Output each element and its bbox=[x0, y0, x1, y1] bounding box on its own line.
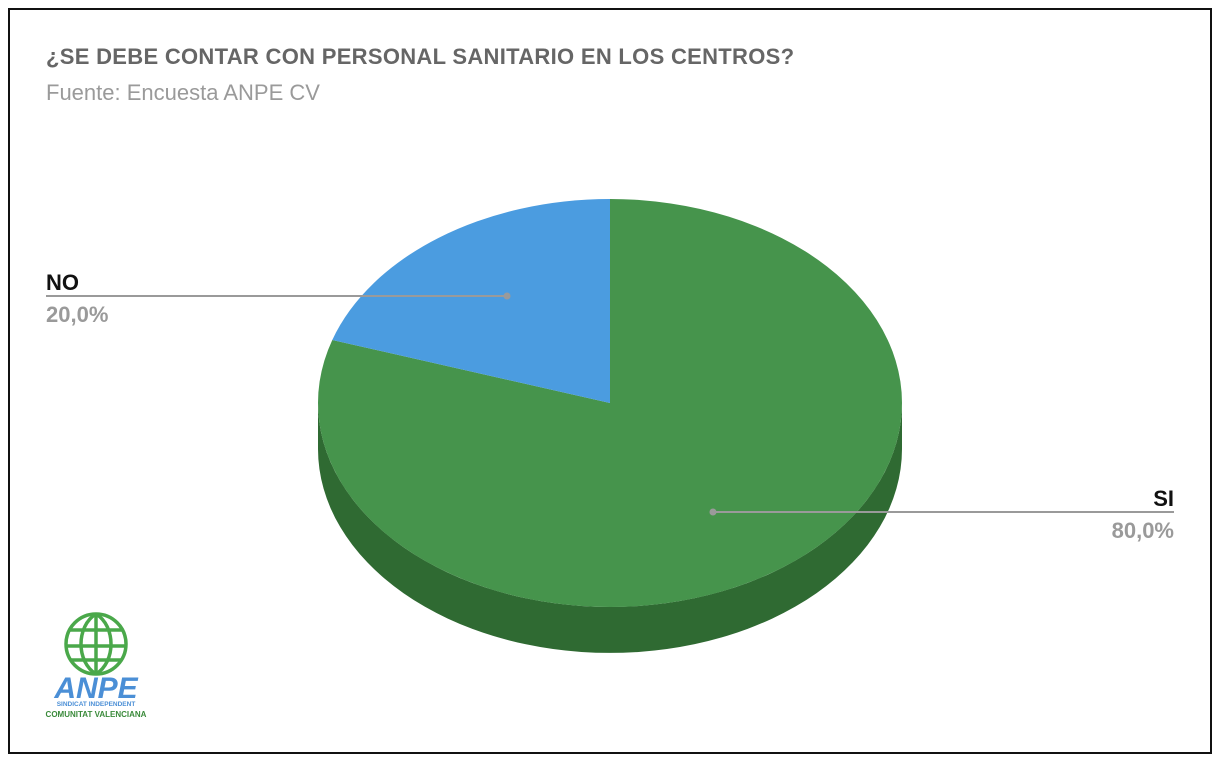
logo-name: ANPE bbox=[53, 672, 138, 705]
pie-slice-side-si bbox=[318, 403, 902, 653]
slice-label-no: NO bbox=[46, 270, 79, 295]
leader-dot-si bbox=[709, 508, 717, 516]
logo-line1: SINDICAT INDEPENDENT bbox=[57, 701, 136, 708]
anpe-logo: ANPE SINDICAT INDEPENDENT COMUNITAT VALE… bbox=[46, 612, 147, 719]
slice-value-si: 80,0% bbox=[1112, 518, 1174, 543]
slice-value-no: 20,0% bbox=[46, 302, 108, 327]
chart-subtitle: Fuente: Encuesta ANPE CV bbox=[46, 80, 320, 105]
logo-line2: COMUNITAT VALENCIANA bbox=[46, 710, 147, 719]
globe-icon bbox=[64, 612, 128, 676]
slice-label-si: SI bbox=[1153, 486, 1174, 511]
leader-dot-no bbox=[503, 292, 511, 300]
chart-title: ¿SE DEBE CONTAR CON PERSONAL SANITARIO E… bbox=[46, 44, 795, 69]
pie-slice-no bbox=[332, 199, 610, 403]
